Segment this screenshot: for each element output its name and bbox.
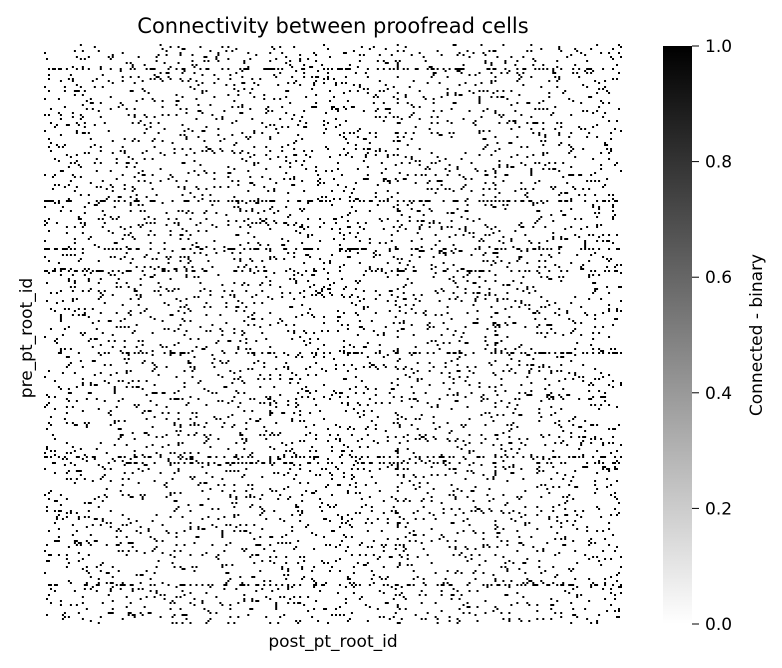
colorbar-tick-label: 0.4 bbox=[705, 384, 732, 404]
colorbar-ticks: 0.0 0.2 0.4 0.6 0.8 1.0 bbox=[692, 37, 732, 635]
colorbar-tick-label: 0.8 bbox=[705, 153, 732, 173]
colorbar-label: Connected - binary bbox=[747, 254, 767, 416]
heatmap-connected-cells bbox=[44, 44, 622, 624]
colorbar-tick-label: 0.6 bbox=[705, 268, 732, 288]
chart-title: Connectivity between proofread cells bbox=[137, 14, 528, 38]
heatmap-matrix bbox=[44, 44, 622, 624]
colorbar bbox=[663, 46, 692, 624]
y-axis-label: pre_pt_root_id bbox=[17, 278, 37, 398]
colorbar-tick-label: 0.0 bbox=[705, 615, 732, 635]
colorbar-tick-label: 0.2 bbox=[705, 499, 732, 519]
colorbar-tick-label: 1.0 bbox=[705, 37, 732, 57]
x-axis-label: post_pt_root_id bbox=[268, 632, 397, 652]
